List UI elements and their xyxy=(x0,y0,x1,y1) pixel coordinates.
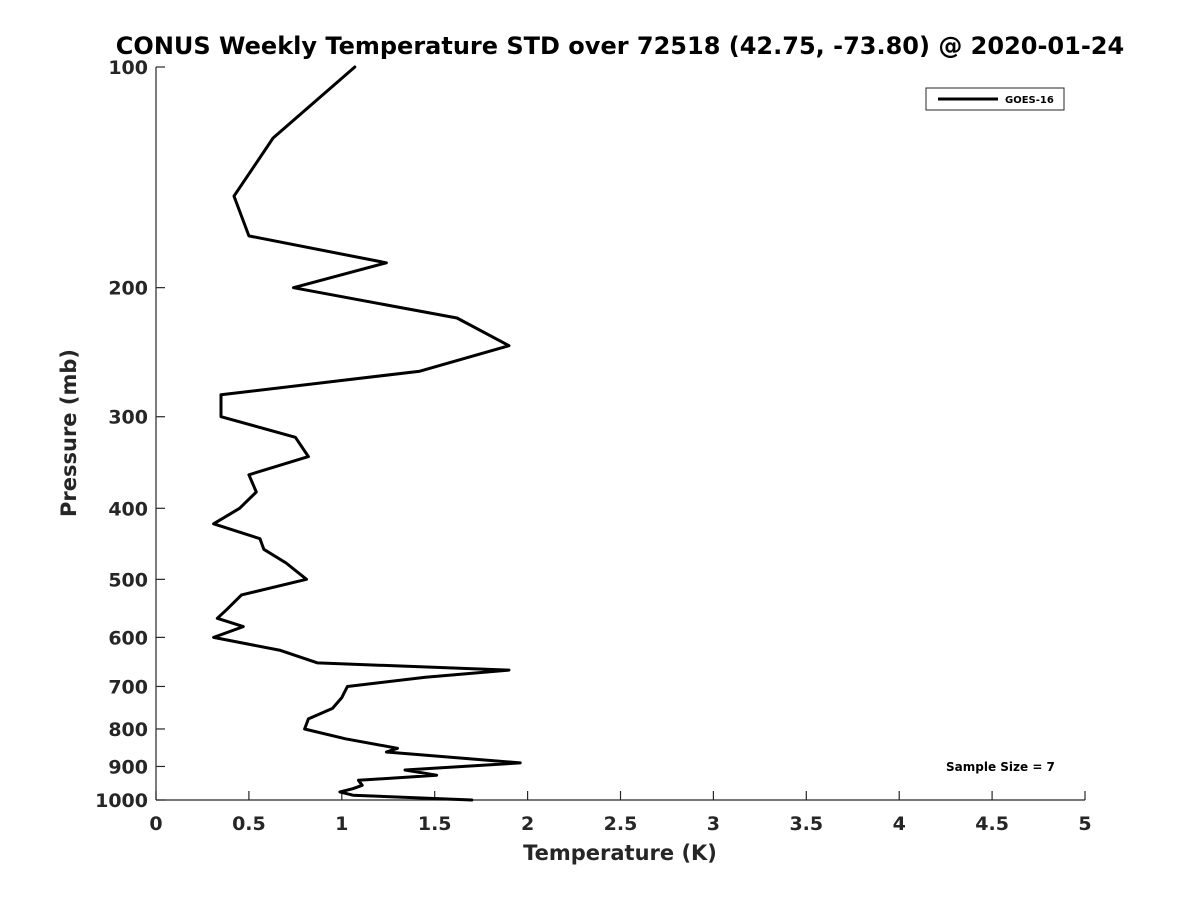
y-tick-label: 300 xyxy=(108,407,148,429)
y-tick-label: 500 xyxy=(108,569,148,591)
y-tick-label: 200 xyxy=(108,278,148,300)
series-layer xyxy=(212,65,522,802)
x-axis-ticks: 0 0.5 1 1.5 2 2.5 3 3.5 4 4.5 5 xyxy=(149,791,1092,835)
x-tick-label: 3 xyxy=(707,813,720,835)
x-tick-label: 1 xyxy=(335,813,348,835)
y-tick-label: 400 xyxy=(108,498,148,520)
y-tick-label: 700 xyxy=(108,676,148,698)
y-axis-ticks: 100 200 300 400 500 600 700 800 900 1000 xyxy=(95,57,165,812)
legend: GOES-16 xyxy=(925,87,1065,111)
y-tick-label: 1000 xyxy=(95,790,148,812)
x-tick-label: 4.5 xyxy=(975,813,1009,835)
x-tick-label: 2.5 xyxy=(604,813,638,835)
x-tick-label: 5 xyxy=(1078,813,1091,835)
x-tick-label: 2 xyxy=(521,813,534,835)
chart-title: CONUS Weekly Temperature STD over 72518 … xyxy=(116,32,1124,60)
x-tick-label: 0 xyxy=(149,813,162,835)
x-tick-label: 3.5 xyxy=(789,813,823,835)
y-tick-label: 900 xyxy=(108,756,148,778)
x-tick-label: 1.5 xyxy=(418,813,452,835)
y-tick-label: 800 xyxy=(108,719,148,741)
y-axis-label: Pressure (mb) xyxy=(57,349,81,517)
y-tick-label: 600 xyxy=(108,627,148,649)
x-axis-label: Temperature (K) xyxy=(523,841,717,865)
legend-entry-goes-16: GOES-16 xyxy=(1005,95,1054,106)
x-tick-label: 0.5 xyxy=(232,813,266,835)
series-line-0 xyxy=(212,65,522,802)
y-tick-label: 100 xyxy=(108,57,148,79)
sample-size-annotation: Sample Size = 7 xyxy=(946,760,1055,774)
x-tick-label: 4 xyxy=(893,813,906,835)
